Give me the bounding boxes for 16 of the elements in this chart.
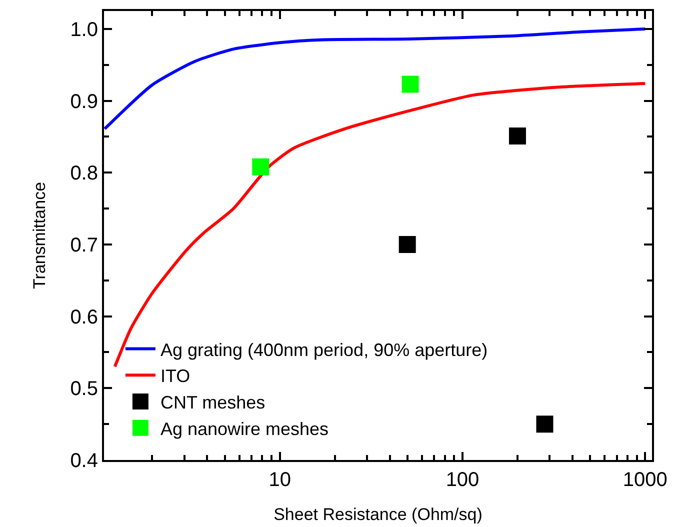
y-tick-label: 0.8 [70,162,98,185]
x-tick-label: 10 [268,469,291,491]
y-tick-label: 0.4 [70,450,98,472]
y-tick-label: 0.9 [70,90,98,113]
y-tick-label: 1.0 [70,18,98,41]
legend-label: Ag nanowire meshes [160,418,329,439]
x-tick-label: 1000 [622,469,668,491]
y-tick-label: 0.5 [70,378,98,400]
legend-label: CNT meshes [160,392,266,413]
y-tick-label: 0.7 [70,234,98,256]
x-tick-label: 100 [446,469,480,491]
x-axis-title: Sheet Resistance (Ohm/sq) [274,504,482,524]
legend-label: ITO [160,366,190,386]
legend-label: Ag grating (400nm period, 90% aperture) [160,340,488,360]
y-axis-title: Transmittance [30,182,50,290]
y-tick-label: 0.6 [70,306,98,328]
